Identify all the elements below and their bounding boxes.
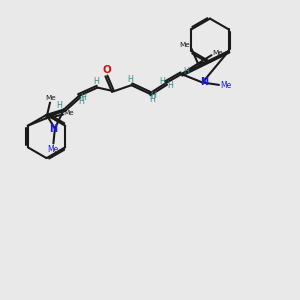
Text: H: H (56, 101, 62, 110)
Text: H: H (149, 95, 155, 104)
Text: Me: Me (47, 145, 59, 154)
Text: H: H (127, 75, 133, 84)
Text: Me: Me (64, 110, 74, 116)
Text: Me: Me (179, 42, 190, 48)
Text: H: H (93, 77, 99, 86)
Text: N: N (49, 124, 57, 134)
Text: N: N (200, 77, 208, 87)
Text: H: H (159, 77, 165, 86)
Text: Me: Me (45, 94, 56, 100)
Text: Me: Me (212, 50, 223, 56)
Text: H: H (167, 81, 173, 90)
Text: O: O (102, 65, 111, 75)
Text: H: H (151, 91, 157, 100)
Text: H: H (80, 93, 86, 102)
Text: Me: Me (220, 81, 231, 90)
Text: H: H (78, 97, 84, 106)
Text: H: H (183, 67, 189, 76)
